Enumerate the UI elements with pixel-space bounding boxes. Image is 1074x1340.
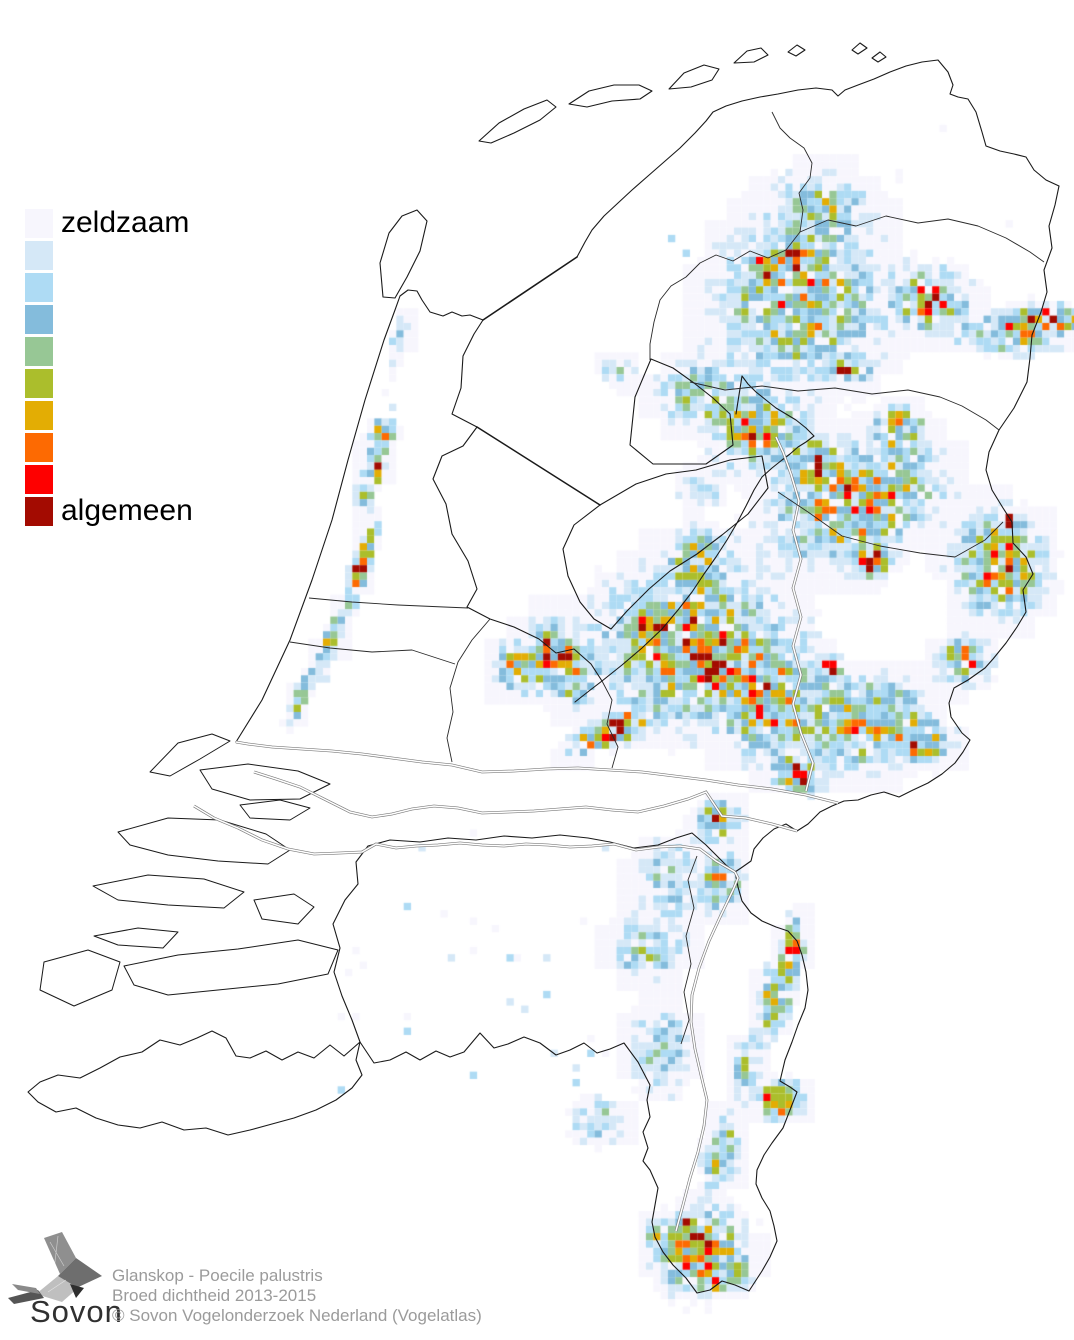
houtribdijk xyxy=(476,426,601,506)
islet-1 xyxy=(787,44,806,57)
border-brabant-limburg xyxy=(680,855,698,1045)
schouwen-duiveland xyxy=(92,874,245,909)
border-friesland-drenthe xyxy=(649,231,801,360)
border-utrecht-gelderland xyxy=(601,680,619,769)
border-groningen-drenthe xyxy=(799,215,1045,263)
maasvlakte xyxy=(149,733,231,777)
legend-swatch xyxy=(25,304,53,334)
legend-swatch xyxy=(25,432,53,462)
islet-2 xyxy=(851,42,868,55)
islet-3 xyxy=(871,51,887,63)
river-maas-west-inner xyxy=(193,805,736,873)
legend-swatch xyxy=(25,272,53,302)
flevoland xyxy=(562,455,769,630)
zeeland-islands xyxy=(39,733,339,1007)
legend-swatch xyxy=(25,336,53,366)
density-legend: zeldzaam algemeen xyxy=(25,206,193,527)
border-east-south xyxy=(359,185,1060,1294)
coast-veluwe xyxy=(601,375,815,682)
legend-row xyxy=(25,399,193,431)
noordzeekanaal xyxy=(308,597,469,609)
legend-label: algemeen xyxy=(61,494,193,527)
river-ijssel-inner xyxy=(775,436,814,792)
voorne-putten xyxy=(199,763,331,801)
legend-swatch xyxy=(25,400,53,430)
river-maas-limburg-inner xyxy=(675,871,739,1232)
legend-row xyxy=(25,335,193,367)
coast-brabant xyxy=(332,832,736,1043)
river-maas-limburg xyxy=(674,871,740,1232)
swallow-lower-wing xyxy=(58,1258,102,1290)
legend-row xyxy=(25,367,193,399)
zuid-beveland xyxy=(123,939,339,996)
border-utrecht-west xyxy=(446,618,491,763)
noordoostpolder xyxy=(629,358,734,465)
coastline-group xyxy=(27,59,1060,1294)
noord-beveland xyxy=(93,927,179,949)
wadden-islands xyxy=(379,42,887,299)
border-friesland-groningen xyxy=(771,111,813,233)
legend-row xyxy=(25,431,193,463)
coast-north xyxy=(576,59,1060,258)
swallow-tail-streamer-2 xyxy=(12,1284,40,1294)
zeeuws-vlaanderen xyxy=(27,1030,363,1136)
swallow-body xyxy=(36,1276,78,1302)
island-schiermonnikoog xyxy=(733,47,769,64)
swallow-head xyxy=(70,1284,84,1298)
legend-row xyxy=(25,463,193,495)
map-subtitle: Broed dichtheid 2013-2015 xyxy=(112,1286,317,1305)
legend-swatch xyxy=(25,208,53,238)
river-ijssel xyxy=(774,436,815,792)
border-drenthe-overijssel xyxy=(689,381,1000,431)
legend-row: algemeen xyxy=(25,494,193,527)
legend-label: zeldzaam xyxy=(61,206,190,239)
walcheren xyxy=(39,949,121,1007)
rivers-inner xyxy=(193,436,839,1232)
legend-swatch xyxy=(25,496,53,526)
river-lek-inner xyxy=(235,741,839,804)
legend-row: zeldzaam xyxy=(25,206,193,239)
legend-row xyxy=(25,239,193,271)
afsluitdijk xyxy=(482,256,578,321)
map-attribution: Glanskop - Poecile palustris Broed dicht… xyxy=(112,1266,482,1326)
sovon-wordmark: Sovon xyxy=(30,1294,123,1329)
legend-row xyxy=(25,271,193,303)
goeree-overflakkee xyxy=(117,817,291,865)
species-title: Glanskop - Poecile palustris xyxy=(112,1266,323,1285)
border-overijssel-gelderland xyxy=(777,491,1004,558)
tholen xyxy=(253,893,315,925)
legend-swatch xyxy=(25,240,53,270)
border-nh-zh xyxy=(289,641,456,665)
river-waal-inner xyxy=(253,771,798,832)
legend-row xyxy=(25,303,193,335)
swallow-tail-streamer xyxy=(8,1290,44,1304)
coast-west xyxy=(235,289,603,743)
copyright-line: © Sovon Vogelonderzoek Nederland (Vogela… xyxy=(112,1306,482,1325)
rivers-outer xyxy=(193,436,839,1232)
sovon-swallow-logo xyxy=(8,1232,102,1304)
island-ameland xyxy=(668,64,720,90)
legend-swatch xyxy=(25,368,53,398)
island-vlieland xyxy=(478,99,557,144)
swallow-upper-wing xyxy=(44,1232,76,1274)
island-texel xyxy=(379,209,428,299)
island-terschelling xyxy=(568,84,653,108)
swallow-facet-lines xyxy=(47,1235,67,1293)
province-borders xyxy=(289,111,1045,1045)
hoeksche-waard xyxy=(239,799,311,821)
legend-swatch xyxy=(25,464,53,494)
